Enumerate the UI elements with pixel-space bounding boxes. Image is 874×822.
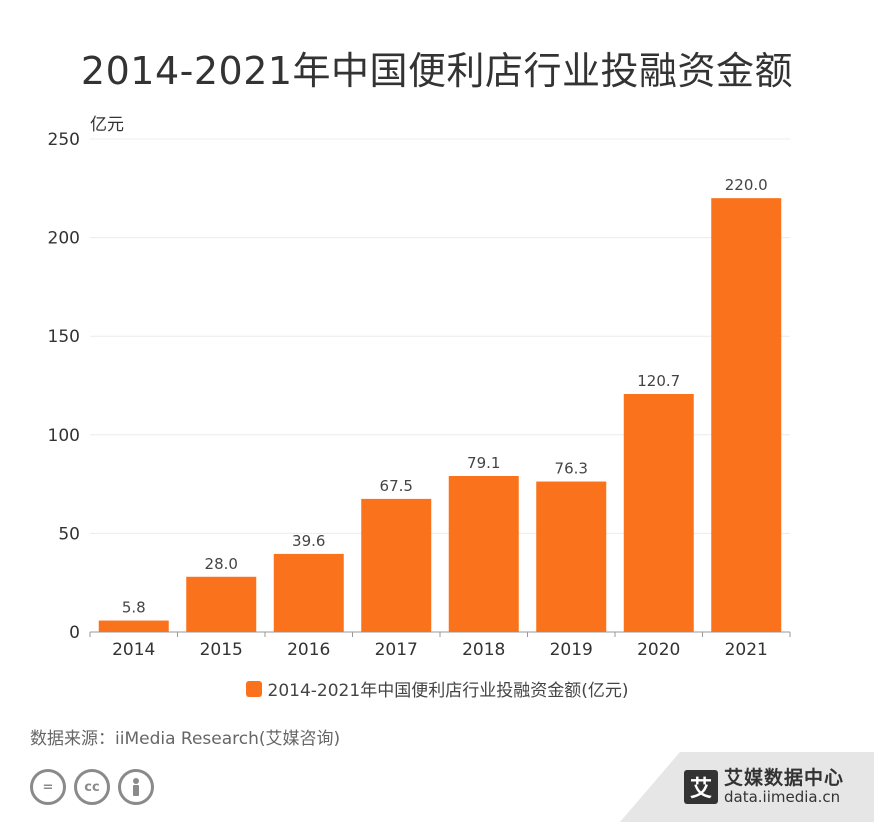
y-tick-label: 200: [48, 229, 80, 249]
equals-icon: =: [30, 769, 66, 805]
legend: 2014-2021年中国便利店行业投融资金额(亿元): [0, 676, 874, 701]
legend-label: 2014-2021年中国便利店行业投融资金额(亿元): [267, 681, 629, 701]
legend-swatch: [245, 680, 262, 697]
y-tick-label: 150: [48, 327, 80, 347]
x-tick-label-2019: 2019: [550, 640, 593, 660]
y-axis-unit-label: 亿元: [90, 115, 124, 135]
source-note: 数据来源：iiMedia Research(艾媒咨询): [30, 729, 341, 749]
bar-2016: [273, 553, 344, 632]
data-label-2015: 28.0: [205, 555, 238, 573]
person-icon: [118, 769, 154, 805]
bar-2014: [98, 620, 169, 632]
bar-2020: [623, 393, 694, 632]
data-label-2020: 120.7: [637, 372, 680, 390]
bar-2015: [186, 576, 257, 632]
brand-name: 艾媒数据中心: [724, 767, 845, 789]
x-tick-label-2020: 2020: [637, 640, 680, 660]
x-tick-label-2014: 2014: [112, 640, 155, 660]
brand-logo: 艾: [684, 769, 718, 804]
data-label-2014: 5.8: [122, 599, 146, 617]
data-label-2018: 79.1: [467, 454, 500, 472]
data-label-2016: 39.6: [292, 532, 325, 550]
bars: [98, 198, 782, 632]
y-tick-label: 50: [58, 524, 80, 544]
chart-title: 2014-2021年中国便利店行业投融资金额: [80, 49, 794, 93]
y-tick-label: 0: [69, 623, 80, 643]
bar-2019: [536, 481, 607, 632]
brand-url: data.iimedia.cn: [724, 787, 841, 806]
x-tick-label-2017: 2017: [375, 640, 418, 660]
x-tick-label-2021: 2021: [725, 640, 768, 660]
data-label-2017: 67.5: [380, 477, 413, 495]
data-label-2021: 220.0: [725, 176, 768, 194]
bar-2021: [711, 198, 782, 632]
x-tick-label-2018: 2018: [462, 640, 505, 660]
bar-2018: [448, 476, 519, 632]
y-tick-label: 100: [48, 426, 80, 446]
x-axis: 2014 2015 2016 2017 2018 2019 2020 2021: [89, 632, 791, 660]
x-tick-label-2015: 2015: [200, 640, 243, 660]
value-labels: 5.8 28.0 39.6 67.5 79.1 76.3 120.7 220.0: [122, 176, 768, 616]
y-tick-label: 250: [48, 130, 80, 150]
bar-2017: [361, 498, 432, 632]
brand-band: [620, 752, 874, 822]
bar-chart: 0 50 100 150 200 250 5.8 28.0 39.6 67.5 79.1 76.3 1…: [48, 115, 791, 660]
data-label-2019: 76.3: [555, 460, 588, 478]
brand: 艾 艾媒数据中心 data.iimedia.cn: [684, 768, 844, 805]
x-tick-label-2016: 2016: [287, 640, 330, 660]
cc-icon: cc: [74, 769, 110, 805]
license-icons: = cc: [30, 769, 154, 805]
